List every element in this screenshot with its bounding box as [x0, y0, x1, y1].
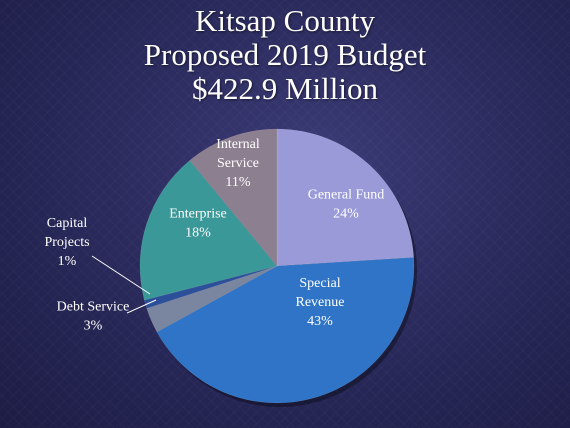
slice-label-capital-projects-line-3: 1% [58, 254, 77, 269]
pie-slice-general-fund [276, 128, 414, 267]
slice-label-debt-service-line-1: Debt Service [57, 300, 130, 315]
leader-line-capital-projects [91, 255, 151, 295]
slide-title: Kitsap County Proposed 2019 Budget $422.… [0, 4, 570, 106]
slice-label-enterprise-line-2: 18% [185, 226, 211, 241]
pie-slice-internal-service [189, 128, 278, 267]
slice-label-special-revenue-line-1: Special [299, 276, 340, 291]
slice-label-general-fund-line-1: General Fund [308, 188, 385, 203]
slice-label-debt-service-line-2: 3% [84, 319, 103, 334]
pie-slice-debt-service [146, 265, 278, 333]
pie-slice-special-revenue [156, 257, 415, 404]
slice-label-internal-service-line-2: Service [217, 156, 259, 171]
title-line-1: Kitsap County [195, 3, 375, 38]
slice-label-capital-projects-line-1: Capital [47, 216, 88, 231]
slice-label-special-revenue-line-3: 43% [307, 314, 333, 329]
slice-label-special-revenue-line-2: Revenue [296, 295, 345, 310]
pie-slice-enterprise [139, 160, 278, 301]
slice-label-capital-projects-line-2: Projects [44, 235, 89, 250]
slice-label-general-fund-line-2: 24% [333, 207, 359, 222]
slice-label-internal-service-line-3: 11% [225, 175, 250, 190]
slice-label-internal-service-line-1: Internal [216, 137, 260, 152]
leader-line-debt-service [126, 299, 157, 314]
title-line-2: Proposed 2019 Budget [143, 37, 427, 72]
slice-label-enterprise-line-1: Enterprise [169, 207, 227, 222]
title-line-3: $422.9 Million [191, 71, 378, 106]
